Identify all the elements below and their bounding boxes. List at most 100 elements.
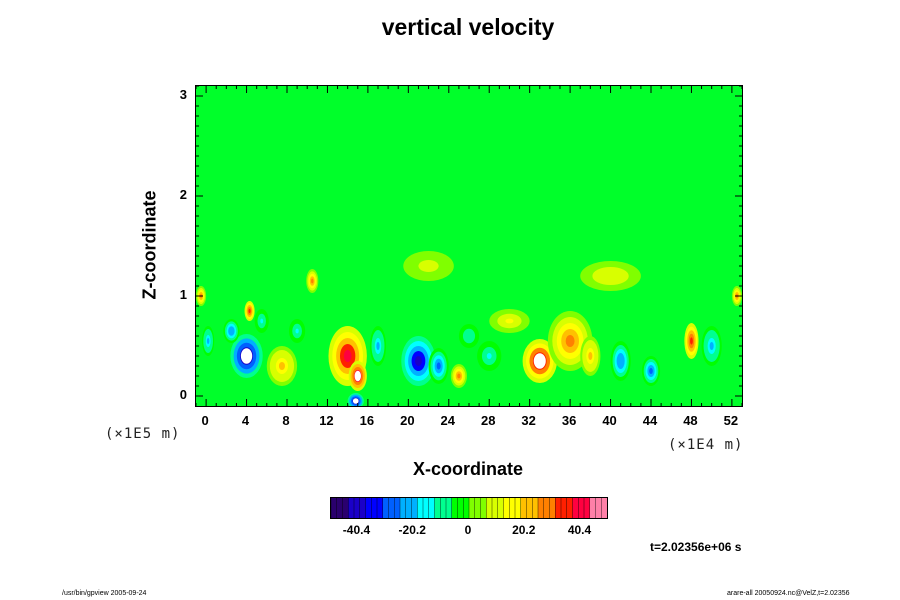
colorbar-swatch	[526, 498, 533, 518]
colorbar-swatch	[503, 498, 510, 518]
velocity-feature-12	[450, 364, 467, 388]
velocity-feature-4	[266, 346, 298, 386]
y-tick-label: 1	[179, 287, 187, 302]
x-tick-label: 36	[561, 413, 577, 428]
x-tick-label: 4	[241, 413, 250, 428]
colorbar-swatch	[572, 498, 579, 518]
velocity-feature-7	[348, 361, 367, 391]
velocity-contour	[436, 362, 441, 370]
velocity-feature-1	[223, 319, 240, 343]
y-tick-label: 2	[179, 187, 187, 202]
colorbar-swatch	[457, 498, 464, 518]
colorbar-swatch	[400, 498, 407, 518]
colorbar-swatch	[509, 498, 516, 518]
x-tick-label: 48	[683, 413, 698, 428]
colorbar-swatch	[348, 498, 355, 518]
velocity-extreme-core	[354, 370, 361, 382]
colorbar-swatch	[354, 498, 361, 518]
colorbar-tick-label: 40.4	[567, 523, 592, 537]
x-tick-label: 28	[480, 413, 496, 428]
colorbar-swatch	[549, 498, 556, 518]
colorbar-swatch	[365, 498, 372, 518]
colorbar-swatch	[411, 498, 418, 518]
colorbar-swatch	[595, 498, 602, 518]
x-tick-label: 52	[723, 413, 739, 428]
colorbar-swatch	[486, 498, 493, 518]
y-tick-label: 3	[179, 87, 187, 102]
velocity-feature-13	[477, 341, 502, 371]
velocity-contour	[690, 337, 693, 345]
colorbar-swatch	[417, 498, 424, 518]
colorbar-swatch	[331, 498, 338, 518]
velocity-feature-5	[306, 269, 319, 293]
colorbar-swatch	[469, 498, 476, 518]
x-tick-label: 32	[521, 413, 536, 428]
x-scale-note: (×1E4 m)	[668, 437, 744, 453]
velocity-contour	[466, 333, 472, 339]
velocity-contour	[618, 357, 623, 365]
x-axis-label: X-coordinate	[412, 459, 523, 479]
velocity-contour	[604, 273, 617, 279]
velocity-contour	[206, 338, 210, 344]
velocity-feature-3	[254, 309, 269, 333]
colorbar-tick-label: -40.4	[342, 523, 371, 537]
velocity-contour	[505, 318, 514, 324]
colorbar-tick-label: 0	[464, 523, 472, 537]
x-tick-label: 20	[400, 413, 415, 428]
colorbar-swatch	[342, 498, 349, 518]
colorbar-swatch	[388, 498, 395, 518]
colorbar-swatch	[578, 498, 585, 518]
velocity-contour	[649, 368, 653, 374]
colorbar-swatch	[543, 498, 550, 518]
footer-left: /usr/bin/gpview 2005-09-24	[62, 590, 147, 597]
y-scale-note: (×1E5 m)	[105, 426, 181, 442]
velocity-contour	[423, 263, 434, 269]
velocity-contour	[376, 342, 380, 350]
heatmap-plot-area	[195, 85, 743, 407]
velocity-feature-26	[580, 261, 641, 291]
colorbar-swatch	[359, 498, 366, 518]
velocity-feature-10	[401, 336, 436, 386]
colorbar-swatch	[520, 498, 527, 518]
velocity-feature-15	[547, 311, 593, 371]
colorbar-swatch	[515, 498, 522, 518]
x-tick-label: 8	[282, 413, 290, 428]
colorbar	[330, 497, 608, 519]
colorbar-swatch	[428, 498, 435, 518]
colorbar-swatch	[440, 498, 447, 518]
velocity-feature-28	[458, 324, 480, 348]
colorbar-swatch	[463, 498, 470, 518]
colorbar-swatch	[474, 498, 481, 518]
colorbar-swatch	[446, 498, 453, 518]
colorbar-swatch	[382, 498, 389, 518]
velocity-contour	[311, 278, 314, 284]
y-axis-label: Z-coordinate	[139, 190, 160, 300]
velocity-extreme-core	[533, 353, 546, 369]
velocity-contour	[260, 318, 264, 324]
velocity-contour	[415, 356, 422, 366]
footer-right: arare-all 20050924.nc@VelZ,t=2.02356	[727, 590, 850, 597]
velocity-feature-19	[684, 323, 699, 359]
velocity-feature-8	[347, 393, 364, 406]
velocity-feature-2	[244, 301, 255, 321]
velocity-contour	[248, 309, 251, 313]
colorbar-svg	[331, 498, 607, 518]
colorbar-swatch	[405, 498, 412, 518]
colorbar-swatch	[336, 498, 343, 518]
colorbar-swatch	[371, 498, 378, 518]
colorbar-swatch	[561, 498, 568, 518]
y-tick-label: 0	[179, 387, 187, 402]
colorbar-swatch	[480, 498, 487, 518]
colorbar-swatch	[532, 498, 539, 518]
velocity-feature-20	[701, 326, 722, 366]
x-tick-label: 24	[440, 413, 455, 428]
velocity-feature-23	[202, 326, 215, 356]
velocity-feature-11	[428, 348, 449, 384]
colorbar-swatch	[492, 498, 499, 518]
velocity-contour	[565, 335, 575, 347]
velocity-feature-14	[522, 339, 557, 383]
colorbar-swatch	[451, 498, 458, 518]
velocity-contour	[457, 373, 461, 379]
colorbar-swatch	[538, 498, 545, 518]
velocity-contour	[229, 328, 234, 334]
